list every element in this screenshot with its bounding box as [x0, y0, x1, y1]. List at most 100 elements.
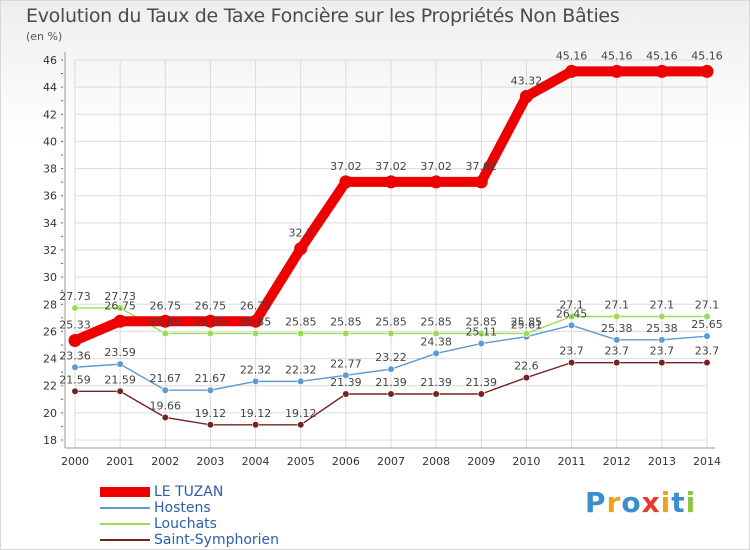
data-point-le-tuzan	[339, 175, 353, 189]
data-label-louchats: 27.73	[104, 290, 136, 303]
x-tick-label: 2014	[693, 455, 721, 468]
data-point-hostens	[116, 360, 124, 368]
data-label-saint-symphorien: 21.59	[59, 373, 91, 386]
y-tick-label: 18	[43, 434, 57, 447]
logo-letter: x	[641, 486, 661, 519]
data-point-louchats	[477, 329, 485, 338]
data-label-hostens: 22.77	[330, 357, 362, 370]
data-point-louchats	[522, 329, 531, 338]
data-label-le-tuzan: 45.16	[601, 49, 633, 62]
data-point-le-tuzan	[474, 175, 488, 189]
data-point-louchats	[432, 329, 440, 338]
x-tick-label: 2012	[603, 455, 631, 468]
data-label-saint-symphorien: 23.7	[604, 345, 629, 358]
data-point-le-tuzan	[655, 64, 669, 78]
data-label-hostens: 25.38	[646, 322, 678, 335]
legend-swatch	[100, 523, 150, 525]
data-point-hostens	[297, 377, 305, 385]
y-tick-label: 42	[43, 108, 57, 121]
x-tick-label: 2000	[61, 455, 89, 468]
data-label-le-tuzan: 37.02	[375, 160, 407, 173]
data-point-saint-symphorien	[116, 387, 124, 395]
y-tick-label: 36	[43, 190, 57, 203]
series-layer	[68, 64, 714, 429]
x-tick-label: 2010	[512, 455, 540, 468]
data-point-saint-symphorien	[387, 390, 395, 398]
data-label-saint-symphorien: 21.39	[375, 376, 407, 389]
logo-letter: i	[660, 486, 672, 519]
data-point-louchats	[297, 329, 305, 338]
y-tick-label: 44	[43, 81, 57, 94]
y-tick-label: 38	[43, 163, 57, 176]
data-point-saint-symphorien	[161, 413, 169, 422]
x-tick-label: 2003	[196, 455, 224, 468]
data-label-saint-symphorien: 21.39	[466, 376, 498, 389]
data-point-le-tuzan	[429, 175, 443, 189]
data-label-louchats: 27.1	[650, 299, 675, 312]
data-point-le-tuzan	[610, 64, 624, 78]
x-tick-label: 2007	[377, 455, 405, 468]
data-label-hostens: 21.67	[195, 372, 227, 385]
y-tick-label: 28	[43, 298, 57, 311]
data-label-louchats: 27.1	[695, 299, 720, 312]
data-point-le-tuzan	[519, 89, 533, 103]
data-point-saint-symphorien	[71, 387, 79, 395]
x-tick-label: 2013	[648, 455, 676, 468]
data-point-le-tuzan	[68, 334, 82, 348]
data-point-hostens	[251, 377, 260, 385]
data-label-hostens: 21.67	[150, 372, 182, 385]
data-label-louchats: 25.85	[285, 315, 317, 328]
x-tick-label: 2001	[106, 455, 134, 468]
data-point-hostens	[703, 332, 711, 340]
data-point-hostens	[567, 321, 576, 329]
data-label-saint-symphorien: 19.12	[195, 407, 227, 420]
data-point-hostens	[613, 336, 621, 344]
y-tick-label: 34	[43, 217, 57, 230]
data-label-le-tuzan: 37.02	[466, 160, 498, 173]
y-tick-label: 22	[43, 380, 57, 393]
x-tick-label: 2009	[467, 455, 495, 468]
data-label-saint-symphorien: 19.66	[150, 399, 182, 412]
logo-letter: P	[585, 486, 607, 519]
data-label-louchats: 27.1	[604, 299, 629, 312]
data-label-le-tuzan: 45.16	[646, 49, 678, 62]
data-point-saint-symphorien	[522, 373, 531, 382]
data-label-louchats: 25.85	[466, 315, 498, 328]
data-point-hostens	[161, 386, 169, 394]
data-point-le-tuzan	[158, 314, 172, 328]
data-point-louchats	[71, 304, 79, 312]
data-label-hostens: 25.38	[601, 322, 633, 335]
data-label-saint-symphorien: 23.7	[559, 345, 584, 358]
data-label-saint-symphorien: 19.12	[240, 407, 272, 420]
data-point-saint-symphorien	[342, 390, 350, 398]
data-label-louchats: 27.1	[559, 299, 584, 312]
data-point-louchats	[161, 329, 169, 338]
data-point-le-tuzan	[700, 64, 714, 78]
data-point-louchats	[658, 312, 666, 321]
data-label-le-tuzan: 45.16	[556, 49, 588, 62]
data-point-louchats	[567, 312, 576, 321]
data-point-saint-symphorien	[251, 421, 260, 429]
data-label-saint-symphorien: 21.59	[104, 373, 136, 386]
data-label-louchats: 27.73	[59, 290, 91, 303]
data-label-hostens: 23.36	[59, 349, 91, 362]
y-tick-label: 30	[43, 271, 57, 284]
data-label-saint-symphorien: 22.6	[514, 360, 539, 373]
data-label-hostens: 25.61	[511, 319, 543, 332]
y-tick-label: 24	[43, 353, 57, 366]
data-label-saint-symphorien: 23.7	[650, 345, 675, 358]
y-tick-label: 20	[43, 407, 57, 420]
data-label-le-tuzan: 26.75	[150, 299, 182, 312]
data-point-hostens	[432, 349, 440, 358]
data-label-le-tuzan: 26.75	[104, 299, 136, 312]
data-label-le-tuzan: 26.75	[240, 299, 272, 312]
data-point-hostens	[206, 386, 215, 394]
x-tick-label: 2002	[151, 455, 179, 468]
x-tick-label: 2006	[332, 455, 360, 468]
data-point-le-tuzan	[565, 64, 579, 78]
data-point-saint-symphorien	[567, 359, 576, 367]
data-point-hostens	[477, 339, 485, 348]
legend-label: LE TUZAN	[154, 484, 224, 500]
data-label-louchats: 25.85	[330, 315, 362, 328]
